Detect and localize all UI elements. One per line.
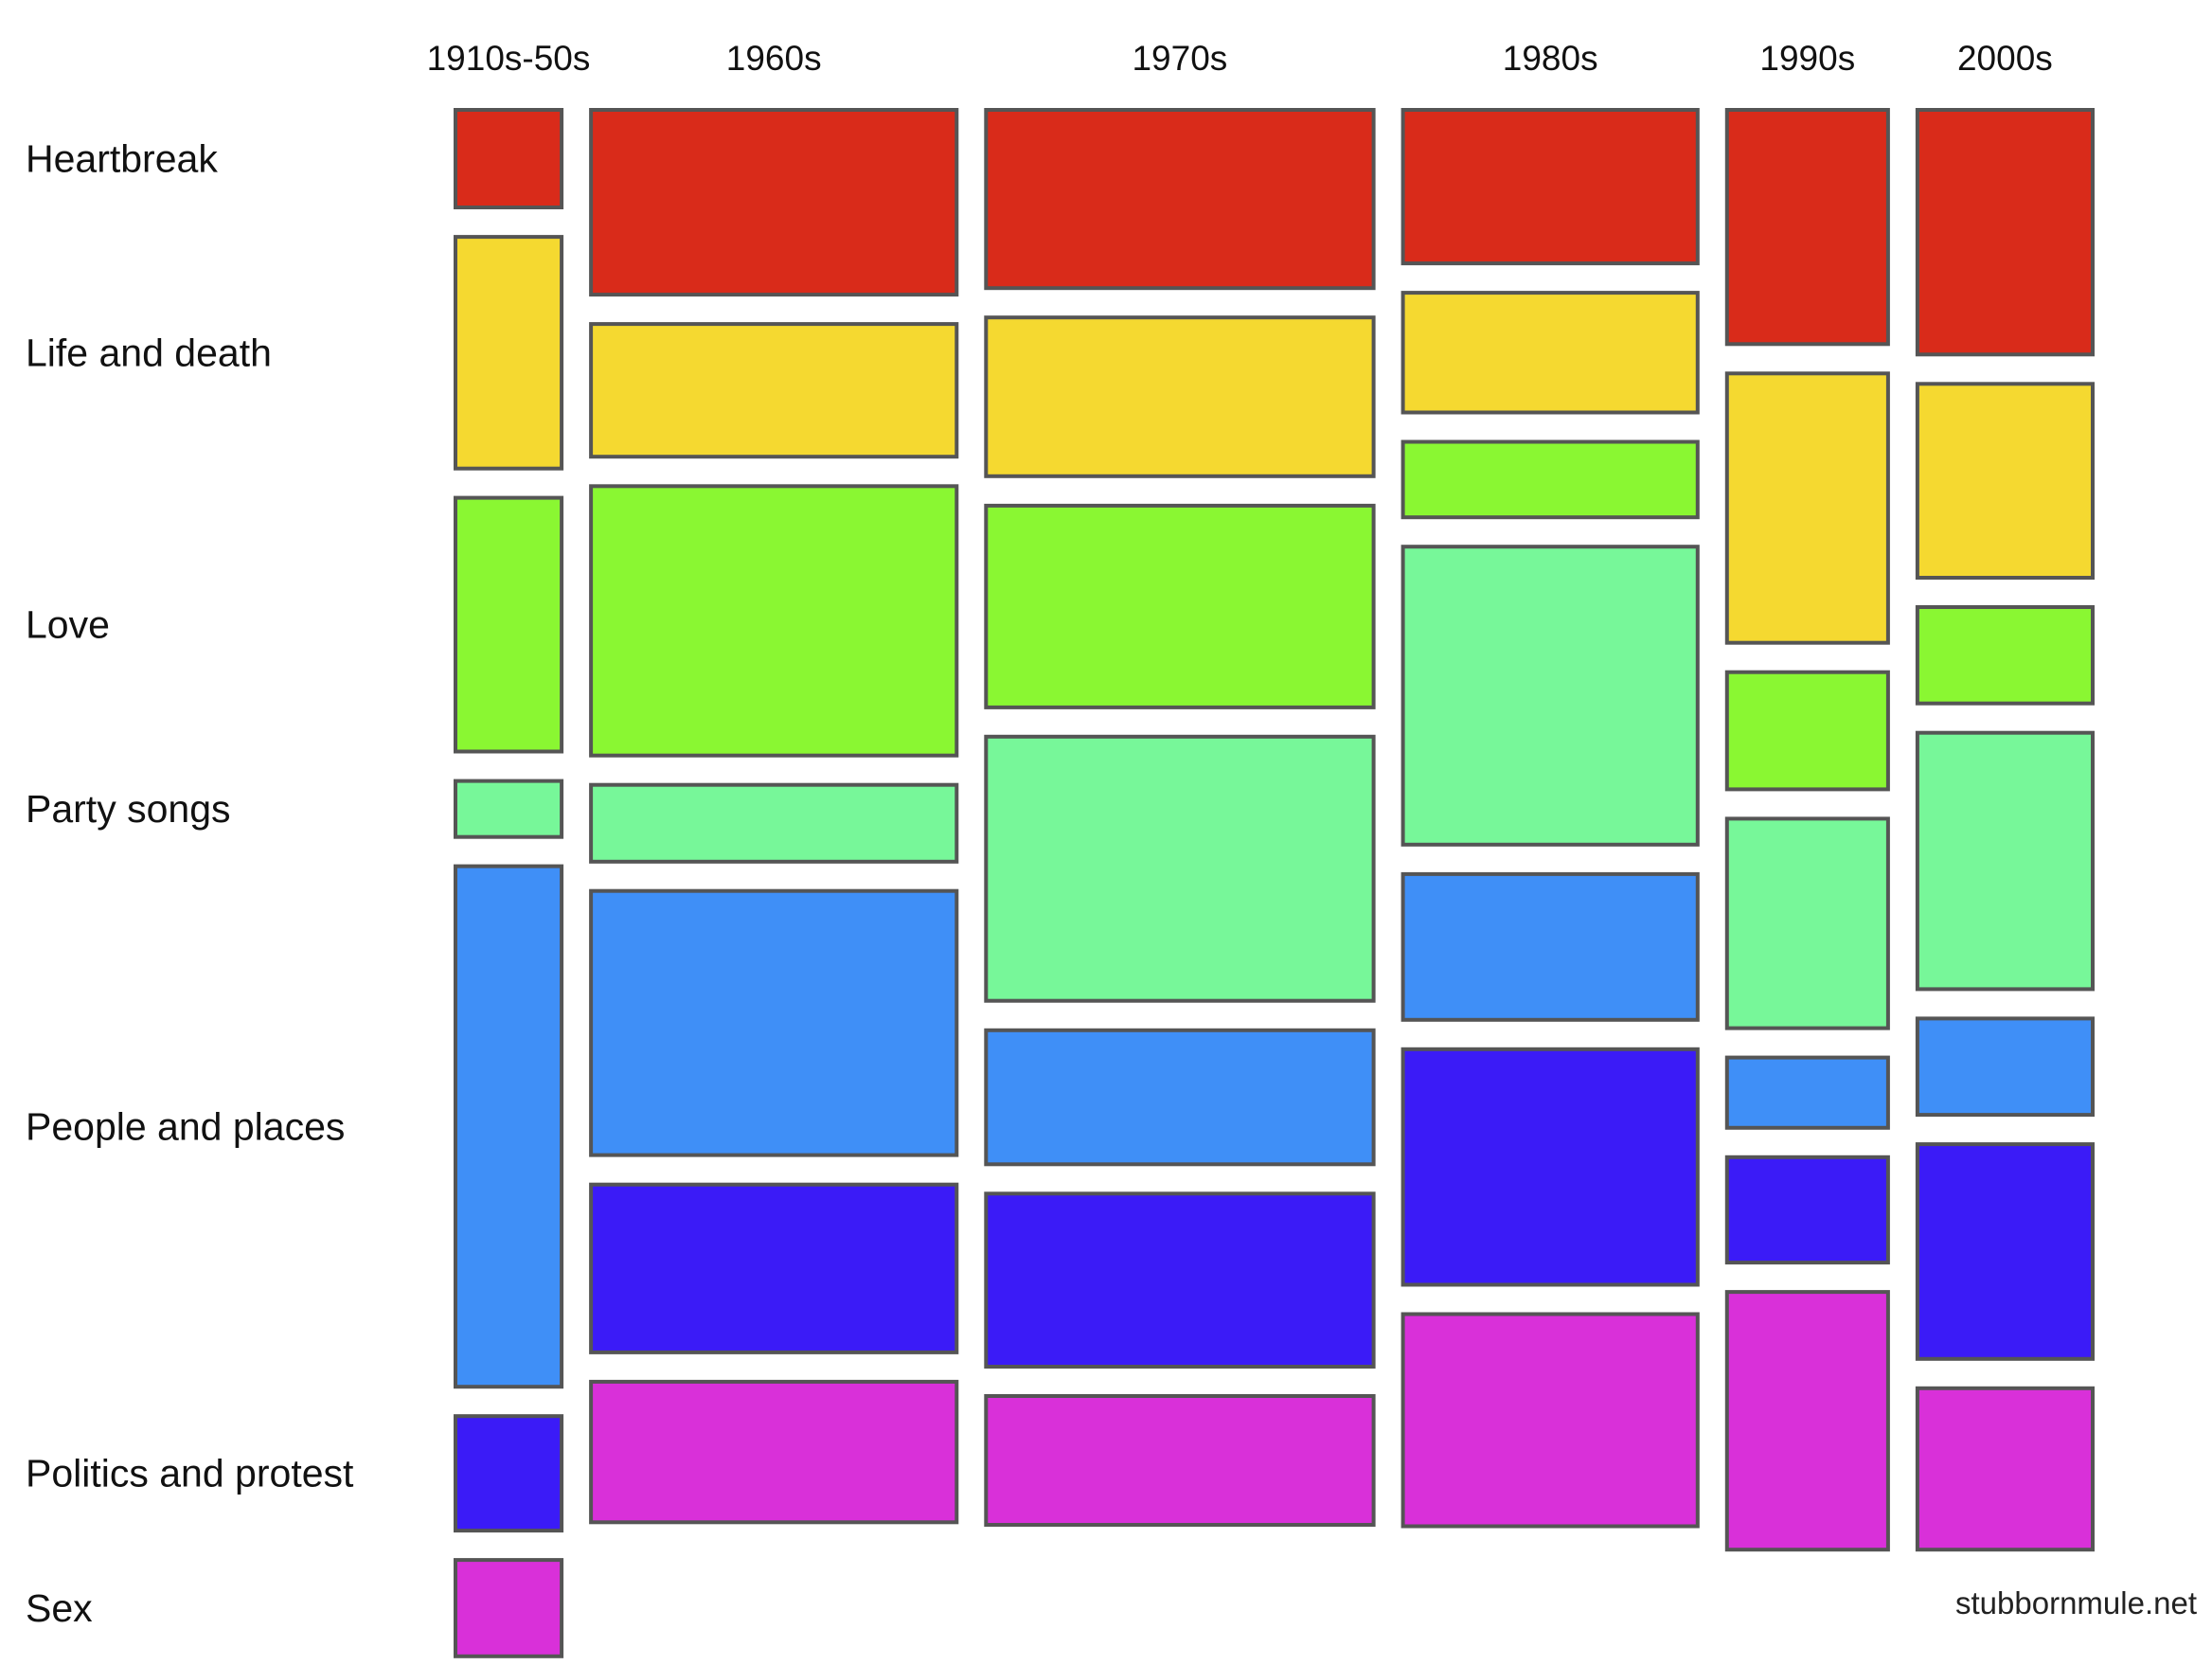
cell-1980s-party-songs bbox=[1400, 545, 1700, 847]
cell-1960s-party-songs bbox=[589, 782, 959, 864]
cell-1980s-politics-and-protest bbox=[1400, 1047, 1700, 1287]
cell-2000s-party-songs bbox=[1915, 730, 2096, 992]
cell-1990s-heartbreak bbox=[1724, 108, 1890, 347]
cell-1910s-50s-love bbox=[454, 495, 564, 754]
cell-2000s-sex bbox=[1915, 1386, 2096, 1552]
cell-1970s-party-songs bbox=[984, 734, 1376, 1003]
cell-1970s-people-and-places bbox=[984, 1028, 1376, 1167]
mosaic-cells bbox=[454, 108, 2096, 1658]
cell-2000s-heartbreak bbox=[1915, 108, 2096, 357]
cell-1980s-sex bbox=[1400, 1312, 1700, 1529]
cell-1980s-people-and-places bbox=[1400, 871, 1700, 1022]
cell-1960s-people-and-places bbox=[589, 888, 959, 1157]
cell-1960s-life-and-death bbox=[589, 322, 959, 459]
cell-1970s-love bbox=[984, 503, 1376, 709]
row-label-sex: Sex bbox=[26, 1586, 93, 1630]
cell-1960s-heartbreak bbox=[589, 108, 959, 297]
column-label-1980s: 1980s bbox=[1503, 39, 1598, 78]
credit-text: stubbornmule.net bbox=[1955, 1585, 2197, 1620]
row-label-politics-and-protest: Politics and protest bbox=[26, 1452, 354, 1495]
cell-1970s-heartbreak bbox=[984, 108, 1376, 291]
cell-1910s-50s-sex bbox=[454, 1558, 564, 1658]
column-label-1960s: 1960s bbox=[726, 39, 822, 78]
cell-1910s-50s-life-and-death bbox=[454, 235, 564, 471]
cell-1990s-life-and-death bbox=[1724, 371, 1890, 645]
row-label-love: Love bbox=[26, 603, 110, 647]
column-label-1970s: 1970s bbox=[1132, 39, 1227, 78]
cell-1990s-party-songs bbox=[1724, 816, 1890, 1030]
row-labels: Heartbreak Life and death Love Party songs P… bbox=[26, 137, 354, 1631]
column-labels: 1910s-50s 1960s 1970s 1980s 1990s 2000s bbox=[427, 39, 2053, 78]
cell-2000s-people-and-places bbox=[1915, 1016, 2096, 1118]
cell-1970s-life-and-death bbox=[984, 315, 1376, 478]
cell-2000s-life-and-death bbox=[1915, 382, 2096, 580]
cell-2000s-love bbox=[1915, 605, 2096, 706]
column-label-1910s-50s: 1910s-50s bbox=[427, 39, 591, 78]
cell-1960s-love bbox=[589, 484, 959, 758]
column-label-2000s: 2000s bbox=[1957, 39, 2053, 78]
cell-1910s-50s-people-and-places bbox=[454, 864, 564, 1389]
cell-2000s-politics-and-protest bbox=[1915, 1142, 2096, 1361]
cell-1910s-50s-party-songs bbox=[454, 779, 564, 839]
cell-1980s-heartbreak bbox=[1400, 108, 1700, 266]
cell-1970s-sex bbox=[984, 1394, 1376, 1527]
cell-1990s-love bbox=[1724, 670, 1890, 792]
cell-1980s-love bbox=[1400, 439, 1700, 520]
column-label-1990s: 1990s bbox=[1759, 39, 1855, 78]
cell-1910s-50s-politics-and-protest bbox=[454, 1414, 564, 1533]
cell-1910s-50s-heartbreak bbox=[454, 108, 564, 209]
cell-1960s-politics-and-protest bbox=[589, 1182, 959, 1354]
cell-1990s-sex bbox=[1724, 1290, 1890, 1552]
cell-1990s-politics-and-protest bbox=[1724, 1155, 1890, 1265]
row-label-people-and-places: People and places bbox=[26, 1104, 345, 1148]
row-label-heartbreak: Heartbreak bbox=[26, 137, 218, 181]
cell-1990s-people-and-places bbox=[1724, 1055, 1890, 1130]
row-label-party-songs: Party songs bbox=[26, 787, 231, 831]
cell-1970s-politics-and-protest bbox=[984, 1191, 1376, 1370]
cell-1980s-life-and-death bbox=[1400, 291, 1700, 415]
cell-1960s-sex bbox=[589, 1379, 959, 1525]
row-label-life-and-death: Life and death bbox=[26, 331, 272, 374]
